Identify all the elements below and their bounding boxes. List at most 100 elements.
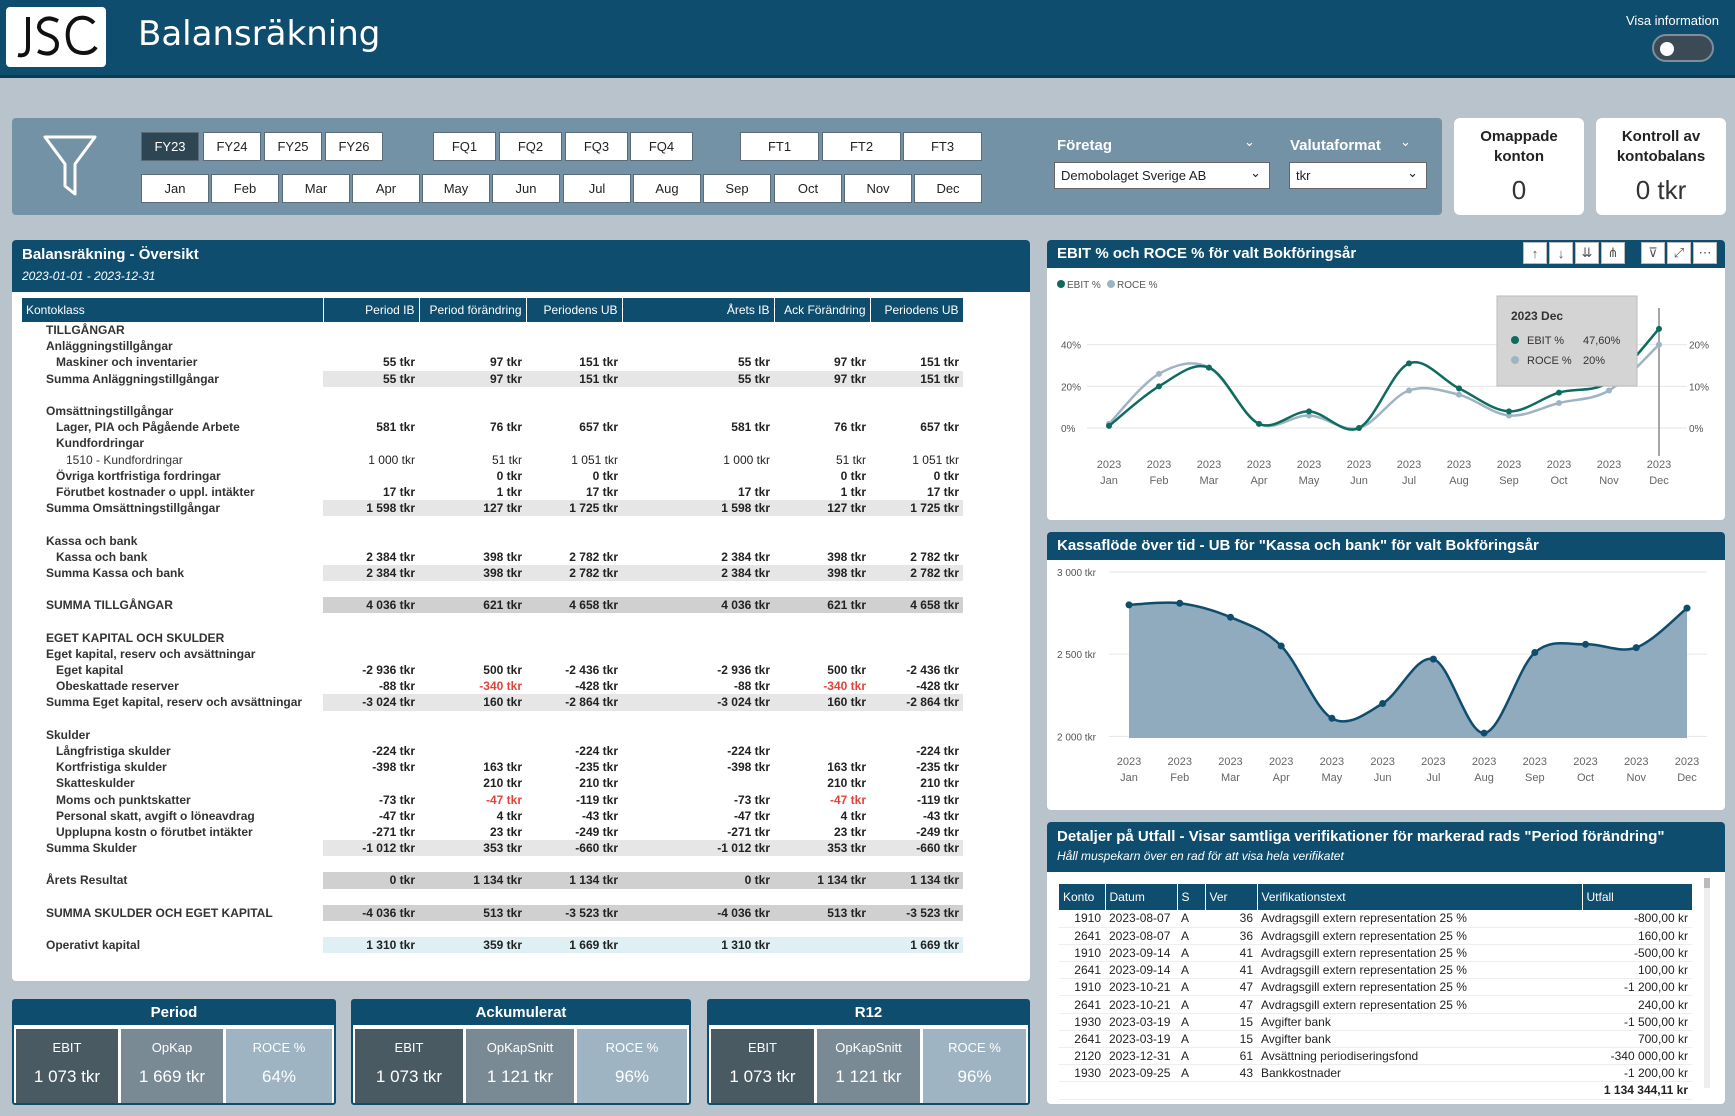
column-header[interactable]: Verifikationstext [1257, 884, 1583, 910]
table-row[interactable]: 2120 2023-12-31 A 61 Avsättning periodiserin… [1059, 1047, 1692, 1066]
table-row[interactable]: 1510 - Kundfordringar 1 000 tkr 51 tkr 1 05… [22, 452, 963, 468]
more-options-icon[interactable]: ⋯ [1693, 242, 1717, 264]
data-point[interactable] [1480, 729, 1488, 737]
table-row[interactable]: 1910 2023-10-21 A 47 Avdragsgill extern repr… [1059, 978, 1692, 997]
table-row[interactable]: Summa Eget kapital, reserv och avsättnin… [22, 694, 963, 711]
table-row[interactable] [22, 516, 963, 532]
scrollbar[interactable] [1704, 878, 1710, 1088]
data-point[interactable] [1531, 649, 1539, 657]
table-row[interactable]: 2641 2023-08-07 A 36 Avdragsgill extern repr… [1059, 927, 1692, 945]
column-header[interactable]: Ack Förändring [774, 298, 871, 322]
table-row[interactable]: Förutbet kostnader o uppl. intäkter 17 tk… [22, 484, 963, 500]
visa-information-toggle[interactable] [1652, 34, 1714, 62]
chevron-down-icon[interactable]: ⌄ [1400, 134, 1411, 149]
data-point[interactable] [1277, 642, 1285, 650]
table-row[interactable]: Övriga kortfristiga fordringar 0 tkr 0 tkr… [22, 468, 963, 484]
drill-up-icon[interactable]: ↑ [1523, 242, 1547, 264]
table-row[interactable] [22, 711, 963, 727]
fq-button-fq3[interactable]: FQ3 [565, 132, 628, 161]
focus-mode-icon[interactable]: ⤢ [1667, 242, 1691, 264]
table-row[interactable]: 2641 2023-10-21 A 47 Avdragsgill extern repr… [1059, 995, 1692, 1014]
chevron-down-icon[interactable]: ⌄ [1244, 134, 1255, 149]
table-row[interactable]: Moms och punktskatter -73 tkr -47 tkr -119 … [22, 791, 963, 807]
column-header[interactable]: Kontoklass [22, 298, 324, 322]
table-row[interactable]: Summa Kassa och bank 2 384 tkr 398 tkr 2 78… [22, 564, 963, 581]
table-row[interactable] [22, 889, 963, 905]
expand-hierarchy-icon[interactable]: ⋔ [1601, 242, 1625, 264]
table-row[interactable]: Maskiner och inventarier 55 tkr 97 tkr 151 … [22, 354, 963, 370]
filter-visual-icon[interactable]: ⊽ [1641, 242, 1665, 264]
column-header[interactable]: Period IB [323, 298, 420, 322]
table-row[interactable]: SUMMA SKULDER OCH EGET KAPITAL -4 036 tkr… [22, 904, 963, 921]
fy-button-fy23[interactable]: FY23 [141, 132, 199, 161]
data-point[interactable] [1632, 644, 1640, 652]
fq-button-fq4[interactable]: FQ4 [630, 132, 693, 161]
table-row[interactable]: Operativt kapital 1 310 tkr 359 tkr 1 669 t… [22, 937, 963, 954]
table-row[interactable]: TILLGÅNGAR [22, 322, 963, 338]
data-point[interactable] [1406, 387, 1412, 394]
data-point[interactable] [1106, 422, 1112, 429]
data-point[interactable] [1582, 640, 1590, 648]
table-row[interactable]: Omsättningstillgångar [22, 403, 963, 419]
ft-button-ft3[interactable]: FT3 [903, 132, 982, 161]
table-row[interactable]: Obeskattade reserver -88 tkr -340 tkr -428 … [22, 678, 963, 694]
scrollbar-thumb[interactable] [1704, 878, 1710, 888]
table-row[interactable] [22, 856, 963, 872]
table-row[interactable]: Kassa och bank [22, 532, 963, 548]
table-row[interactable]: Skulder [22, 727, 963, 743]
table-row[interactable] [22, 581, 963, 597]
table-row[interactable]: Upplupna kostn o förutbet intäkter -271 t… [22, 824, 963, 840]
data-point[interactable] [1206, 364, 1212, 371]
table-row[interactable]: EGET KAPITAL OCH SKULDER [22, 630, 963, 646]
data-point[interactable] [1356, 425, 1362, 431]
month-button-mar[interactable]: Mar [282, 174, 350, 203]
table-row[interactable]: Summa Omsättningstillgångar 1 598 tkr 127 … [22, 500, 963, 517]
column-header[interactable]: Ver [1205, 884, 1258, 910]
month-button-jun[interactable]: Jun [492, 174, 560, 203]
table-row[interactable]: Kortfristiga skulder -398 tkr 163 tkr -235 … [22, 759, 963, 775]
table-row[interactable]: Kassa och bank 2 384 tkr 398 tkr 2 782 tkr 2… [22, 549, 963, 565]
table-row[interactable]: 1930 2023-03-19 A 15 Avgifter bank -1 500,00 … [1059, 1013, 1692, 1031]
data-point[interactable] [1506, 412, 1512, 419]
data-point[interactable] [1506, 408, 1512, 415]
fy-button-fy26[interactable]: FY26 [325, 132, 383, 161]
valutaformat-dropdown[interactable]: tkr ⌄ [1289, 162, 1427, 189]
table-row[interactable]: Summa Skulder -1 012 tkr 353 tkr -660 tkr -1… [22, 840, 963, 857]
table-row[interactable] [22, 387, 963, 403]
data-point[interactable] [1656, 341, 1662, 348]
month-button-jan[interactable]: Jan [141, 174, 209, 203]
column-header[interactable]: Period förändring [419, 298, 527, 322]
month-button-apr[interactable]: Apr [352, 174, 420, 203]
table-row[interactable]: Eget kapital -2 936 tkr 500 tkr -2 436 tkr -… [22, 662, 963, 678]
ft-button-ft2[interactable]: FT2 [822, 132, 901, 161]
table-row[interactable]: Summa Anläggningstillgångar 55 tkr 97 tkr 1… [22, 370, 963, 387]
month-button-dec[interactable]: Dec [914, 174, 982, 203]
column-header[interactable]: Periodens UB [526, 298, 623, 322]
column-header[interactable]: S [1177, 884, 1206, 910]
data-point[interactable] [1429, 655, 1437, 663]
column-header[interactable]: Årets IB [622, 298, 775, 322]
table-row[interactable]: Kundfordringar [22, 435, 963, 451]
data-point[interactable] [1379, 699, 1387, 707]
data-point[interactable] [1556, 400, 1562, 406]
data-point[interactable] [1456, 385, 1462, 392]
table-row[interactable]: Eget kapital, reserv och avsättningar [22, 646, 963, 662]
data-point[interactable] [1125, 601, 1133, 609]
table-row[interactable]: Personal skatt, avgift o löneavdrag -47 t… [22, 808, 963, 824]
month-button-oct[interactable]: Oct [774, 174, 842, 203]
drill-down-icon[interactable]: ↓ [1549, 242, 1573, 264]
data-point[interactable] [1556, 389, 1562, 396]
month-button-may[interactable]: May [422, 174, 490, 203]
month-button-aug[interactable]: Aug [633, 174, 701, 203]
month-button-sep[interactable]: Sep [703, 174, 771, 203]
data-point[interactable] [1656, 325, 1662, 332]
data-point[interactable] [1606, 387, 1612, 394]
data-point[interactable] [1328, 714, 1336, 722]
table-row[interactable]: Årets Resultat 0 tkr 1 134 tkr 1 134 tkr 0 t… [22, 872, 963, 889]
data-point[interactable] [1156, 370, 1162, 377]
month-button-jul[interactable]: Jul [563, 174, 631, 203]
data-point[interactable] [1306, 412, 1312, 419]
table-row[interactable]: 2641 2023-03-19 A 15 Avgifter bank 700,00 kr [1059, 1030, 1692, 1049]
data-point[interactable] [1156, 383, 1162, 390]
data-point[interactable] [1306, 408, 1312, 415]
